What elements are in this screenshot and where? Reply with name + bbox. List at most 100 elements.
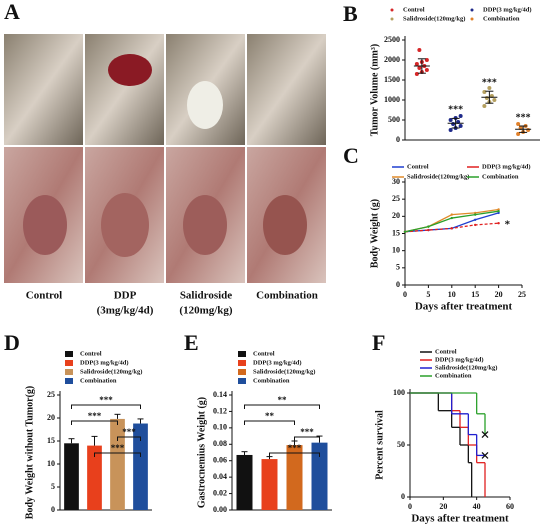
censor-mark: [481, 431, 489, 439]
photo-label: Combination: [256, 290, 318, 302]
panel-letter: C: [343, 143, 359, 168]
significance: ***: [122, 427, 136, 437]
bar: [133, 423, 148, 510]
point: [414, 62, 419, 66]
photo-organ: [23, 195, 67, 255]
photo-organ: [183, 195, 227, 255]
legend-label: Control: [435, 348, 457, 355]
legend-label: Control: [407, 163, 429, 170]
bar: [64, 443, 79, 510]
panel-letter: F: [372, 330, 385, 355]
y-tick-label: 0.10: [213, 423, 227, 432]
y-tick-label: 0.12: [213, 406, 227, 415]
legend-label: DDP(3 mg/kg/4d): [435, 356, 484, 363]
y-tick-label: 25: [47, 390, 55, 399]
legend-label: Control: [80, 350, 102, 357]
y-tick-label: 0.08: [213, 439, 227, 448]
y-tick-label: 2000: [384, 55, 400, 64]
censor-mark: [481, 451, 489, 459]
y-tick-label: 25: [392, 194, 400, 203]
x-tick-label: 10: [448, 290, 456, 299]
significance: ***: [482, 77, 497, 88]
panel-letter: D: [4, 330, 20, 355]
point: [448, 128, 453, 132]
photo: [85, 34, 164, 145]
point: [526, 128, 531, 132]
significance: ***: [448, 105, 463, 116]
point: [497, 208, 500, 211]
point: [497, 222, 500, 225]
bar: [110, 418, 125, 510]
photo-label: Control: [26, 290, 62, 302]
legend-marker: [238, 351, 246, 357]
y-tick-label: 0: [396, 135, 400, 144]
legend-label: DDP(3 mg/kg/4d): [253, 359, 302, 366]
chart: 0.00 0.02 0.04 0.06 0.08 0.10 0.12 0.14 Gastrocn…: [196, 350, 332, 514]
y-tick-label: 1000: [384, 95, 400, 104]
bracket: [244, 420, 295, 425]
bracket: [94, 452, 141, 457]
point: [497, 211, 500, 215]
photo-label: DDP: [114, 290, 137, 302]
y-tick-label: 20: [392, 211, 400, 220]
y-tick-label: 5: [396, 263, 400, 272]
y-tick-label: 0: [396, 280, 400, 289]
y-tick-label: 50: [397, 440, 405, 449]
photo-label: (120mg/kg): [179, 305, 233, 317]
point: [516, 132, 521, 136]
point: [474, 218, 477, 221]
legend-label: Combination: [253, 377, 290, 384]
bracket: [71, 404, 141, 409]
y-tick-label: 0: [51, 505, 55, 514]
x-tick-label: 25: [518, 290, 526, 299]
x-tick-label: 60: [506, 502, 514, 511]
legend-marker: [65, 360, 73, 366]
legend-marker: [390, 8, 394, 12]
x-axis-label: Days after treatment: [411, 513, 509, 525]
y-axis-label: Body Weight (g): [369, 199, 380, 268]
point: [458, 114, 463, 118]
point: [427, 225, 430, 228]
x-tick-label: 40: [473, 502, 481, 511]
x-tick-label: 20: [439, 502, 447, 511]
point: [417, 66, 422, 70]
point: [450, 216, 453, 220]
point: [482, 104, 487, 108]
photo-organ: [263, 195, 307, 255]
legend-marker: [470, 8, 474, 12]
photo: [4, 34, 83, 145]
y-tick-label: 0: [401, 492, 405, 501]
point: [492, 98, 497, 102]
point: [482, 90, 487, 94]
x-tick-label: 0: [408, 502, 412, 511]
y-tick-label: 15: [47, 436, 55, 445]
legend-marker: [238, 378, 246, 384]
chart: 0 500 1000 1500 2000 2500 Tumor Volume (mm³) Co…: [369, 6, 540, 144]
y-tick-label: 100: [393, 388, 405, 397]
legend-label: Combination: [483, 15, 520, 22]
photo-organ: [187, 81, 223, 129]
legend-label: Combination: [482, 173, 519, 180]
x-axis-label: Days after treatment: [415, 301, 513, 313]
panel-letter: B: [343, 1, 358, 26]
x-tick-label: 15: [471, 290, 479, 299]
legend-label: Control: [253, 350, 275, 357]
legend-marker: [390, 17, 394, 21]
legend-label: DDP(3 mg/kg/4d): [482, 163, 531, 170]
point: [451, 122, 456, 126]
photo-organ: [101, 193, 149, 257]
y-tick-label: 20: [47, 413, 55, 422]
legend-label: Combination: [435, 372, 472, 379]
point: [414, 72, 419, 76]
legend-label: DDP(3 mg/kg/4d): [483, 6, 532, 13]
point: [474, 213, 477, 216]
point: [474, 223, 477, 227]
legend-marker: [65, 369, 73, 375]
y-tick-label: 2500: [384, 35, 400, 44]
significance: ***: [111, 443, 125, 453]
legend-marker: [238, 360, 246, 366]
legend-label: Salidroside(120mg/kg): [403, 15, 465, 22]
point: [427, 228, 430, 232]
chart: 0 50 100 0 20 40 60 Percent survival Days after …: [374, 348, 514, 524]
